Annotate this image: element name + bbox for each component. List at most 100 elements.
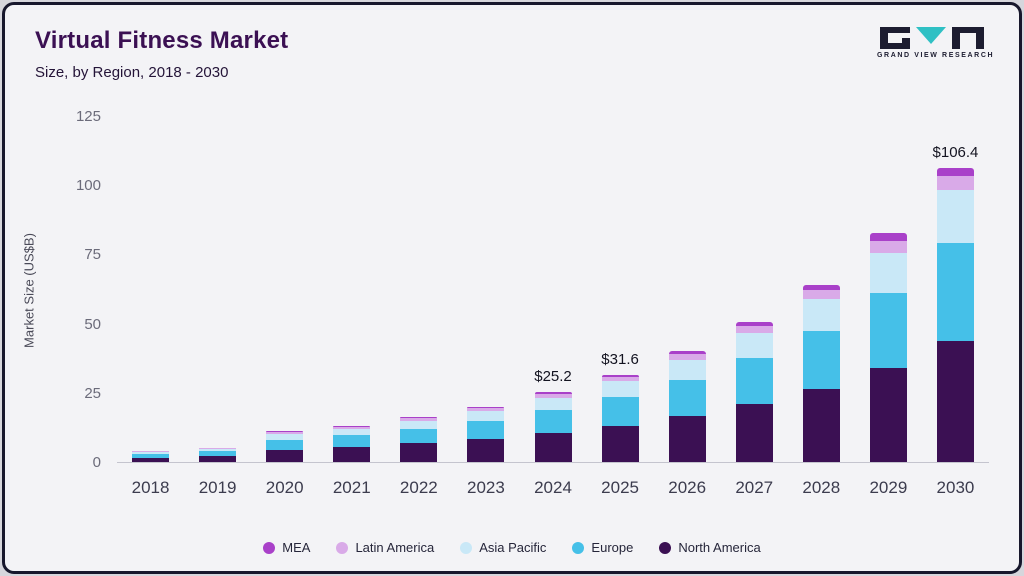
x-axis-label: 2023 bbox=[467, 478, 505, 497]
bar-segment-latin-america bbox=[333, 426, 371, 429]
logo-text: GRAND VIEW RESEARCH bbox=[877, 52, 995, 59]
x-axis-label: 2029 bbox=[869, 478, 908, 497]
legend-item-latin-america: Latin America bbox=[336, 540, 434, 555]
legend-dot-icon bbox=[659, 541, 672, 554]
bar-column-2028: 2028 bbox=[788, 117, 855, 497]
bar-segment-mea bbox=[735, 322, 773, 327]
bar-column-2018: 2018 bbox=[117, 117, 184, 497]
bar-column-2019: 2019 bbox=[184, 117, 251, 497]
bar-stack bbox=[333, 425, 371, 462]
bar-segment-asia-pacific bbox=[735, 333, 773, 359]
x-axis-label: 2025 bbox=[601, 478, 639, 497]
bar-segment-asia-pacific bbox=[601, 381, 639, 398]
bar-column-2027: 2027 bbox=[721, 117, 788, 497]
bar-segment-europe bbox=[802, 330, 840, 389]
bar-segment-north-america bbox=[400, 443, 438, 462]
bar-stack bbox=[400, 416, 438, 462]
legend-dot-icon bbox=[336, 541, 349, 554]
bar-segment-north-america bbox=[467, 439, 505, 462]
bar-segment-north-america bbox=[869, 368, 907, 462]
x-axis-label: 2021 bbox=[332, 478, 371, 497]
bar-segment-europe bbox=[266, 439, 304, 450]
x-axis-label: 2027 bbox=[735, 478, 774, 497]
bar-segment-asia-pacific bbox=[802, 298, 840, 331]
chart-header: Virtual Fitness Market Size, by Region, … bbox=[35, 27, 995, 81]
bar-segment-europe bbox=[400, 428, 438, 444]
bar-segment-asia-pacific bbox=[333, 428, 371, 436]
legend-label: MEA bbox=[282, 540, 311, 555]
bar-segment-latin-america bbox=[802, 289, 840, 299]
y-tick-label: 0 bbox=[92, 454, 101, 471]
bar-segment-latin-america bbox=[132, 451, 170, 453]
y-tick-label: 75 bbox=[84, 246, 101, 264]
bar-segment-mea bbox=[199, 447, 237, 449]
bar-segment-north-america bbox=[199, 456, 237, 462]
bar-stack bbox=[735, 322, 773, 462]
bar-segment-mea bbox=[467, 406, 505, 409]
bar-segment-europe bbox=[333, 435, 371, 448]
x-axis-label: 2026 bbox=[668, 478, 707, 497]
bar-segment-asia-pacific bbox=[534, 397, 572, 411]
y-axis-ticks: 0 25 50 75 100 125 bbox=[63, 108, 107, 471]
total-value-label: $25.2 bbox=[534, 368, 572, 386]
total-value-label: $31.6 bbox=[601, 350, 639, 368]
bar-segment-latin-america bbox=[534, 394, 572, 398]
bar-segment-mea bbox=[869, 233, 907, 242]
bar-column-2030: $106.4 2030 bbox=[922, 117, 989, 498]
legend: MEA Latin America Asia Pacific Europe North … bbox=[5, 540, 1019, 555]
bar-segment-mea bbox=[936, 167, 974, 176]
bar-segment-europe bbox=[869, 293, 907, 369]
bar-segment-asia-pacific bbox=[266, 434, 304, 440]
bar-segment-north-america bbox=[601, 426, 639, 462]
bar-segment-north-america bbox=[668, 416, 706, 462]
bar-segment-latin-america bbox=[735, 326, 773, 334]
bar-segment-mea bbox=[668, 351, 706, 355]
bar-column-2021: 2021 bbox=[318, 117, 385, 497]
y-axis-title: Market Size (US$B) bbox=[21, 233, 37, 348]
x-axis-label: 2028 bbox=[802, 478, 841, 497]
bar-column-2025: $31.6 2025 bbox=[587, 117, 654, 497]
plot-area: 2018 2019 2020 2021 2022 2023 $25.2 2024 $31.6 20… bbox=[117, 117, 989, 498]
bar-stack bbox=[534, 392, 572, 462]
bar-segment-mea bbox=[333, 425, 371, 427]
bar-segment-latin-america bbox=[869, 241, 907, 253]
bar-stack bbox=[936, 167, 974, 462]
bar-segment-latin-america bbox=[936, 175, 974, 191]
bar-segment-mea bbox=[400, 416, 438, 419]
logo-mark-icon bbox=[880, 27, 984, 49]
legend-label: Europe bbox=[591, 540, 634, 555]
page-title: Virtual Fitness Market bbox=[35, 27, 289, 54]
legend-dot-icon bbox=[263, 541, 276, 554]
y-tick-label: 125 bbox=[75, 108, 101, 125]
bar-segment-europe bbox=[936, 243, 974, 341]
bar-segment-asia-pacific bbox=[400, 420, 438, 429]
bar-segment-north-america bbox=[534, 433, 572, 462]
bar-column-2024: $25.2 2024 bbox=[519, 117, 586, 497]
total-value-label: $106.4 bbox=[932, 143, 979, 161]
bar-segment-north-america bbox=[132, 457, 170, 462]
bar-segment-latin-america bbox=[266, 432, 304, 435]
bar-segment-europe bbox=[668, 379, 706, 417]
bar-column-2029: 2029 bbox=[855, 117, 922, 497]
bar-segment-mea bbox=[601, 374, 639, 378]
bar-segment-europe bbox=[199, 451, 237, 457]
bar-segment-latin-america bbox=[467, 408, 505, 412]
bar-segment-mea bbox=[534, 392, 572, 395]
bar-column-2026: 2026 bbox=[654, 117, 721, 497]
bar-segment-europe bbox=[735, 358, 773, 405]
bar-segment-asia-pacific bbox=[199, 449, 237, 452]
legend-label: North America bbox=[678, 540, 761, 555]
bar-stack bbox=[199, 447, 237, 462]
bar-segment-europe bbox=[467, 421, 505, 440]
y-tick-label: 100 bbox=[75, 177, 101, 195]
x-axis-label: 2022 bbox=[399, 478, 438, 497]
bar-column-2022: 2022 bbox=[385, 117, 452, 497]
bar-segment-north-america bbox=[266, 449, 304, 462]
bar-segment-asia-pacific bbox=[668, 359, 706, 380]
bar-segment-latin-america bbox=[199, 448, 237, 449]
chart-subtitle: Size, by Region, 2018 - 2030 bbox=[35, 64, 229, 81]
legend-item-asia-pacific: Asia Pacific bbox=[460, 540, 546, 555]
bar-segment-latin-america bbox=[400, 418, 438, 421]
legend-item-mea: MEA bbox=[263, 540, 310, 555]
